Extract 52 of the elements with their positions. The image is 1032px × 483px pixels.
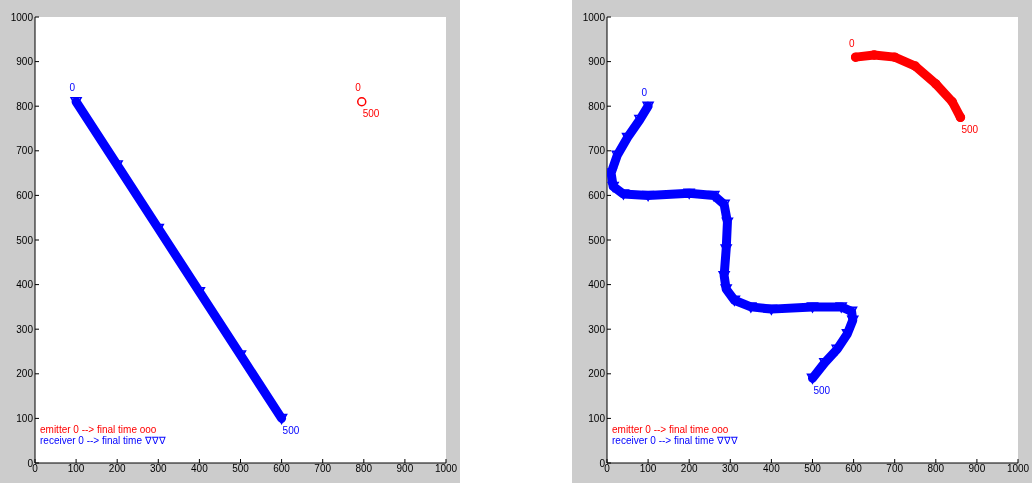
x-tick-label: 500 bbox=[232, 463, 250, 475]
x-tick-label: 100 bbox=[639, 463, 657, 475]
x-tick-label: 400 bbox=[763, 463, 781, 475]
y-tick-label: 200 bbox=[16, 368, 34, 380]
x-tick-label: 800 bbox=[355, 463, 373, 475]
x-tick-label: 1000 bbox=[1006, 463, 1030, 475]
x-tick-label: 400 bbox=[191, 463, 209, 475]
y-tick-label: 800 bbox=[16, 100, 34, 112]
annotation: 500 bbox=[282, 424, 300, 436]
y-tick-label: 100 bbox=[16, 412, 34, 424]
y-tick-label: 300 bbox=[588, 323, 606, 335]
x-tick-label: 300 bbox=[149, 463, 168, 475]
y-tick-label: 600 bbox=[16, 189, 34, 201]
x-tick-label: 200 bbox=[680, 463, 698, 475]
x-tick-label: 600 bbox=[845, 463, 863, 475]
annotation: receiver 0 --> final time ∇∇∇ bbox=[612, 435, 738, 446]
annotation: 0 bbox=[69, 82, 76, 94]
x-tick-label: 300 bbox=[721, 463, 740, 475]
x-tick-label: 700 bbox=[314, 463, 332, 475]
y-tick-label: 400 bbox=[16, 279, 34, 291]
y-tick-label: 900 bbox=[16, 56, 34, 68]
annotation: receiver 0 --> final time ∇∇∇ bbox=[40, 435, 166, 446]
annotation: 500 bbox=[362, 108, 380, 120]
x-tick-label: 900 bbox=[396, 463, 414, 475]
y-tick-label: 900 bbox=[588, 56, 606, 68]
x-tick-label: 200 bbox=[108, 463, 126, 475]
y-tick-label: 500 bbox=[588, 234, 606, 246]
y-tick-label: 1000 bbox=[10, 11, 34, 23]
x-tick-label: 700 bbox=[886, 463, 904, 475]
annotation: emitter 0 --> final time ooo bbox=[40, 424, 158, 435]
x-tick-label: 600 bbox=[273, 463, 291, 475]
x-tick-label: 500 bbox=[804, 463, 822, 475]
x-tick-label: 800 bbox=[927, 463, 945, 475]
annotation: 0 bbox=[641, 86, 648, 98]
y-tick-label: 700 bbox=[16, 145, 34, 157]
y-tick-label: 800 bbox=[588, 100, 606, 112]
annotation: 500 bbox=[813, 384, 831, 396]
x-tick-label: 100 bbox=[67, 463, 85, 475]
y-tick-label: 300 bbox=[16, 323, 34, 335]
x-tick-label: 1000 bbox=[434, 463, 458, 475]
y-tick-label: 700 bbox=[588, 145, 606, 157]
annotation: 500 bbox=[961, 123, 979, 135]
y-tick-label: 200 bbox=[588, 368, 606, 380]
annotation: 0 bbox=[849, 37, 856, 49]
x-tick-label: 900 bbox=[968, 463, 986, 475]
annotation: 0 bbox=[355, 82, 362, 94]
y-tick-label: 1000 bbox=[582, 11, 606, 23]
y-tick-label: 500 bbox=[16, 234, 34, 246]
y-tick-label: 600 bbox=[588, 189, 606, 201]
annotation: emitter 0 --> final time ooo bbox=[612, 424, 730, 435]
y-tick-label: 400 bbox=[588, 279, 606, 291]
y-tick-label: 100 bbox=[588, 412, 606, 424]
